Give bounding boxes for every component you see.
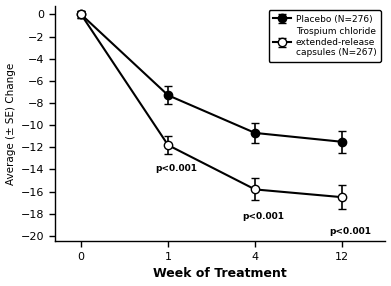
Text: p<0.001: p<0.001 xyxy=(329,227,371,236)
X-axis label: Week of Treatment: Week of Treatment xyxy=(153,267,287,281)
Text: p<0.001: p<0.001 xyxy=(155,164,197,173)
Y-axis label: Average (± SE) Change: Average (± SE) Change xyxy=(5,62,16,185)
Text: p<0.001: p<0.001 xyxy=(242,212,284,221)
Legend: Placebo (N=276), Trospium chloride
extended-release
capsules (N=267): Placebo (N=276), Trospium chloride exten… xyxy=(269,10,381,61)
